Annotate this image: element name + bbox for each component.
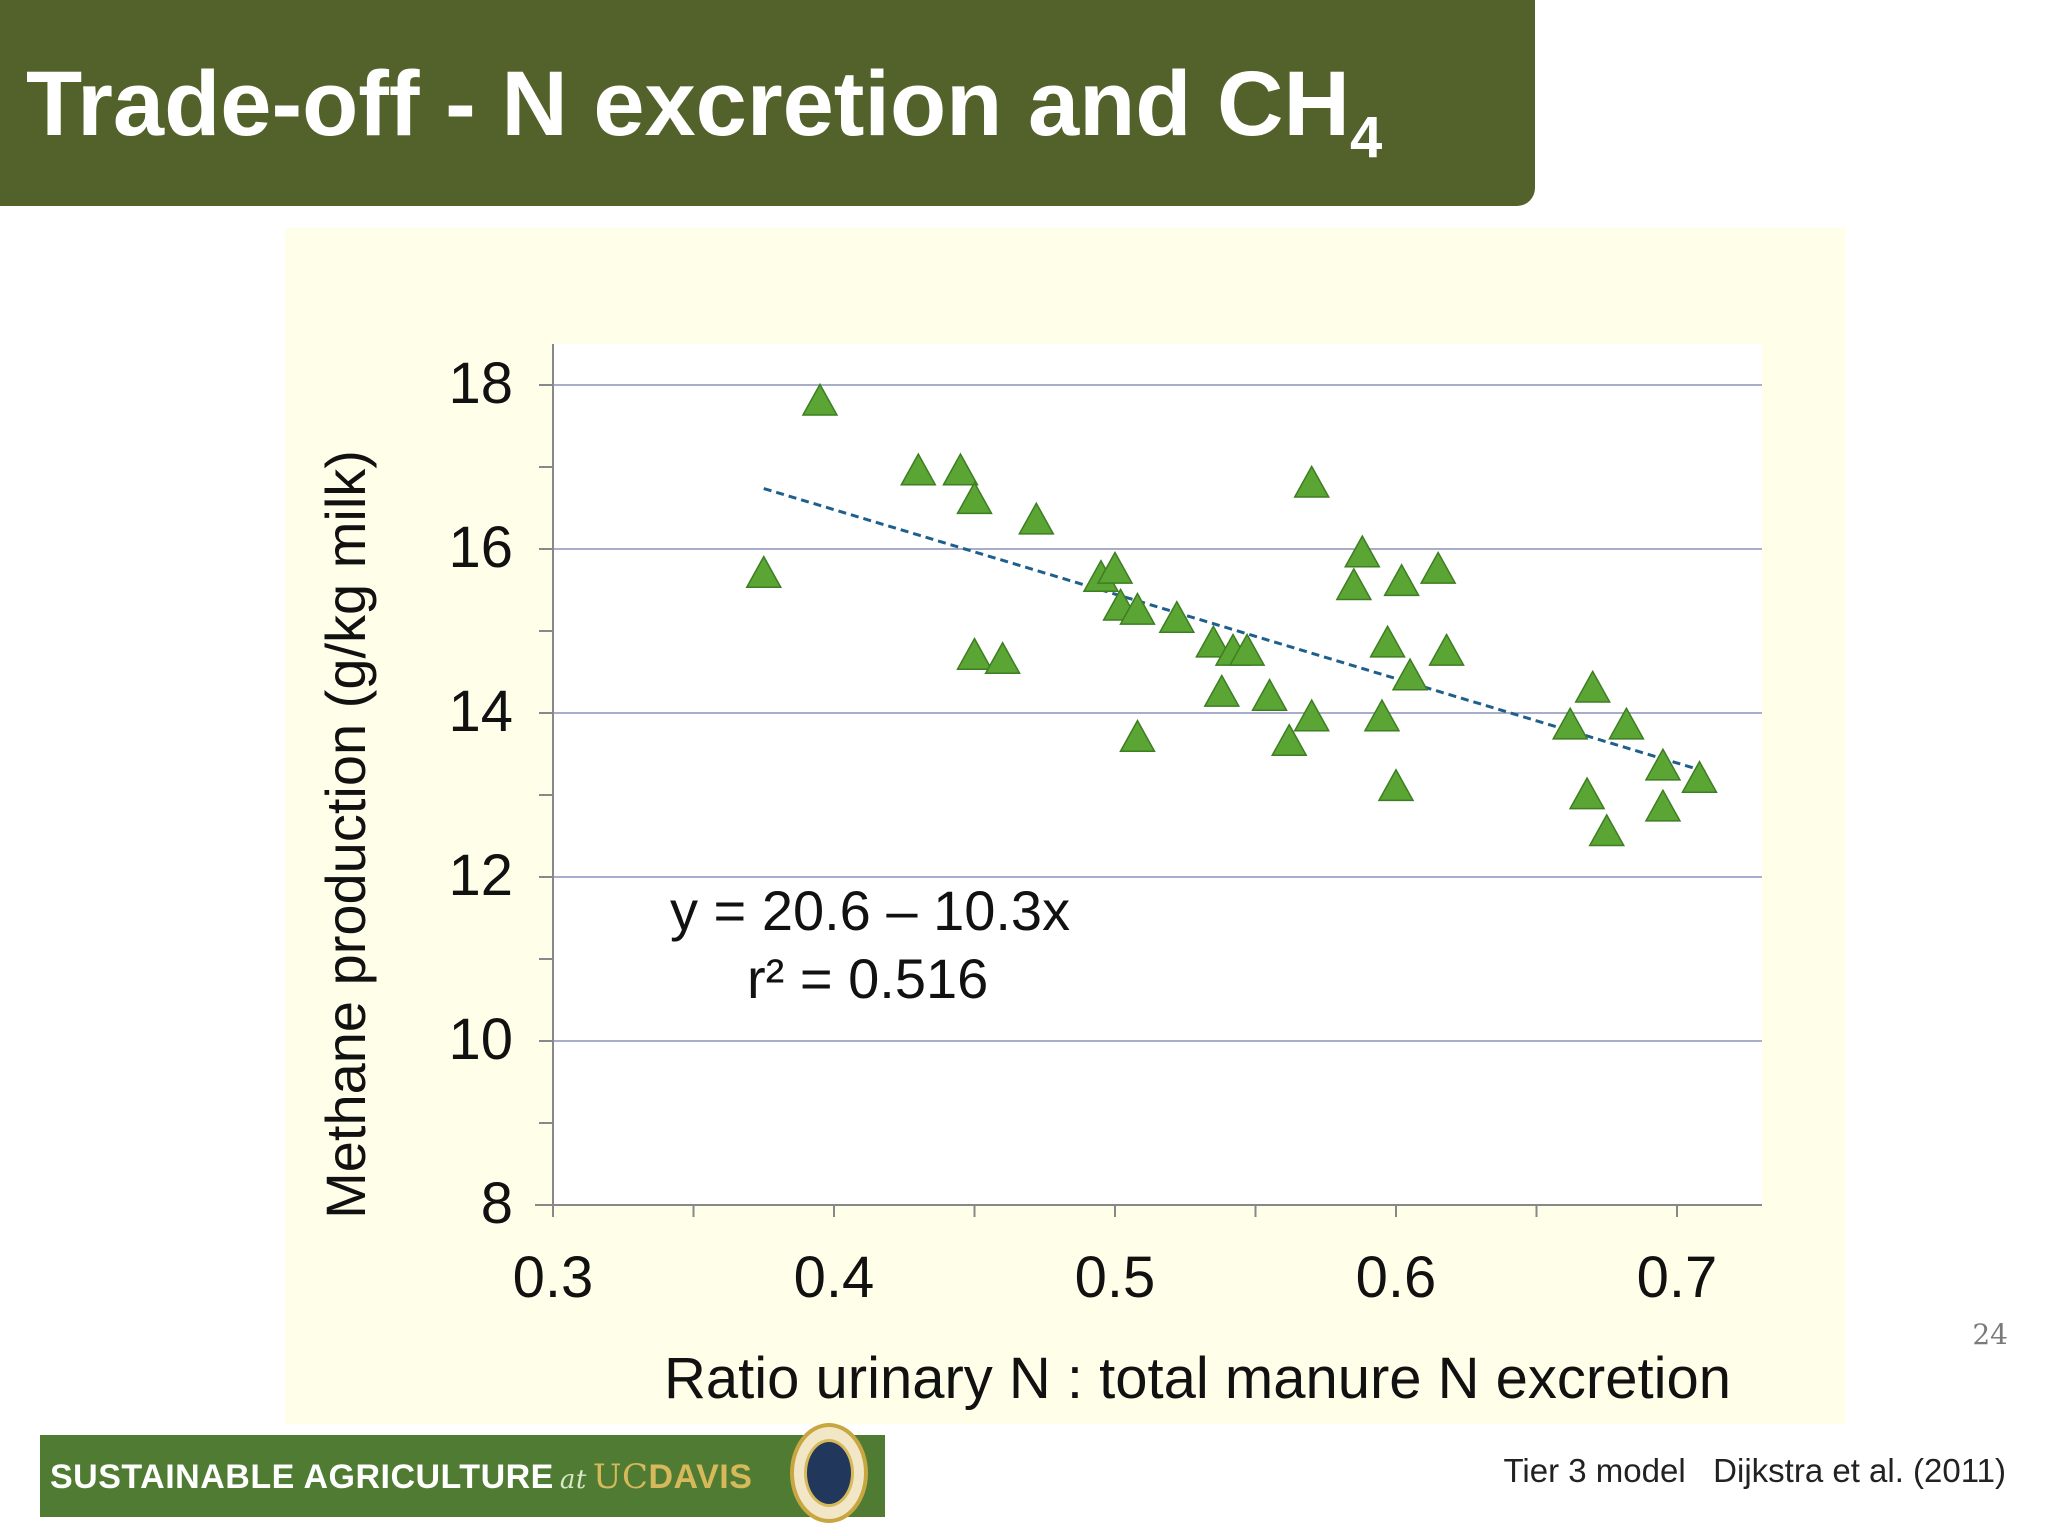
- y-tick-label: 14: [448, 679, 513, 744]
- uc-seal-icon: [790, 1423, 868, 1523]
- label-layer: 8 10 12 14 16 18 0.3 0.4 0.5 0.6 0.7 Ratio urinary …: [314, 351, 1731, 1411]
- data-point: [1018, 501, 1055, 535]
- x-tick-label: 0.6: [1356, 1245, 1437, 1310]
- y-tick-label: 8: [481, 1171, 513, 1236]
- data-point: [1344, 534, 1381, 568]
- data-point: [1270, 723, 1308, 757]
- x-tick-label: 0.7: [1637, 1245, 1718, 1310]
- citation: Tier 3 model Dijkstra et al. (2011): [1503, 1452, 2006, 1489]
- data-point: [1568, 776, 1606, 810]
- logo-davis-text: DAVIS: [648, 1458, 753, 1496]
- logo-at-text: at: [559, 1465, 587, 1495]
- y-axis-title: Methane production (g/kg milk): [314, 450, 377, 1219]
- data-point: [1644, 747, 1682, 781]
- data-point: [1228, 632, 1266, 666]
- data-point: [801, 382, 839, 416]
- logo-text: SUSTAINABLE AGRICULTURE at UCDAVIS: [50, 1457, 752, 1497]
- data-point: [1119, 591, 1156, 625]
- data-point: [1335, 567, 1373, 601]
- data-point: [1377, 768, 1415, 802]
- y-tick-label: 18: [448, 351, 513, 416]
- data-point: [1391, 657, 1429, 691]
- data-point: [900, 452, 937, 486]
- data-point: [956, 637, 993, 670]
- uc-davis-logo: SUSTAINABLE AGRICULTURE at UCDAVIS: [40, 1423, 885, 1523]
- r-squared-label: r² = 0.516: [747, 947, 988, 1010]
- data-point: [1551, 706, 1589, 740]
- data-point: [1428, 632, 1465, 666]
- data-point: [942, 452, 979, 486]
- data-point: [1383, 563, 1420, 597]
- slide-title: Trade-off - N excretion and CH4: [26, 58, 1382, 167]
- data-point: [1681, 760, 1718, 793]
- y-tick-label: 16: [448, 515, 513, 580]
- data-point: [745, 555, 783, 588]
- x-tick-label: 0.4: [794, 1245, 875, 1310]
- trend-line: [763, 487, 1706, 773]
- data-point: [984, 641, 1021, 675]
- x-tick-label: 0.3: [513, 1245, 594, 1310]
- data-point: [1119, 719, 1156, 752]
- y-tick-label: 12: [448, 843, 513, 908]
- data-point: [1419, 550, 1457, 584]
- data-point: [1574, 669, 1611, 703]
- seal-inner: [804, 1439, 854, 1507]
- data-point: [1644, 788, 1682, 822]
- scatter-chart: 8 10 12 14 16 18 0.3 0.4 0.5 0.6 0.7 Ratio urinary …: [314, 344, 1762, 1411]
- title-bar: Trade-off - N excretion and CH4: [0, 0, 1535, 206]
- axis-layer: [535, 344, 1762, 1217]
- title-subscript: 4: [1349, 105, 1383, 170]
- chart-panel: 8 10 12 14 16 18 0.3 0.4 0.5 0.6 0.7 Ratio urinary …: [285, 228, 1845, 1424]
- data-point: [1096, 550, 1134, 584]
- data-point: [1363, 698, 1401, 732]
- logo-main-text: SUSTAINABLE AGRICULTURE: [50, 1458, 554, 1496]
- data-point: [1195, 624, 1232, 658]
- data-point: [1251, 678, 1288, 711]
- slide-number: 24: [1972, 1318, 2008, 1351]
- equation-label: y = 20.6 – 10.3x: [670, 879, 1070, 942]
- data-point: [956, 481, 993, 515]
- x-axis-title: Ratio urinary N : total manure N excreti…: [664, 1346, 1731, 1411]
- data-point: [1158, 600, 1196, 634]
- logo-uc-text: UC: [592, 1457, 649, 1497]
- data-point: [1203, 673, 1241, 707]
- grid-layer: [553, 344, 1762, 1205]
- x-tick-label: 0.5: [1075, 1245, 1156, 1310]
- data-point: [1588, 813, 1626, 847]
- title-main: Trade-off - N excretion and CH: [26, 53, 1350, 155]
- data-point: [1293, 464, 1330, 498]
- point-layer: [745, 382, 1718, 847]
- data-point: [1293, 698, 1330, 732]
- y-tick-label: 10: [448, 1007, 513, 1072]
- data-point: [1369, 624, 1406, 658]
- data-point: [1608, 706, 1645, 740]
- plot-area: [553, 344, 1762, 1205]
